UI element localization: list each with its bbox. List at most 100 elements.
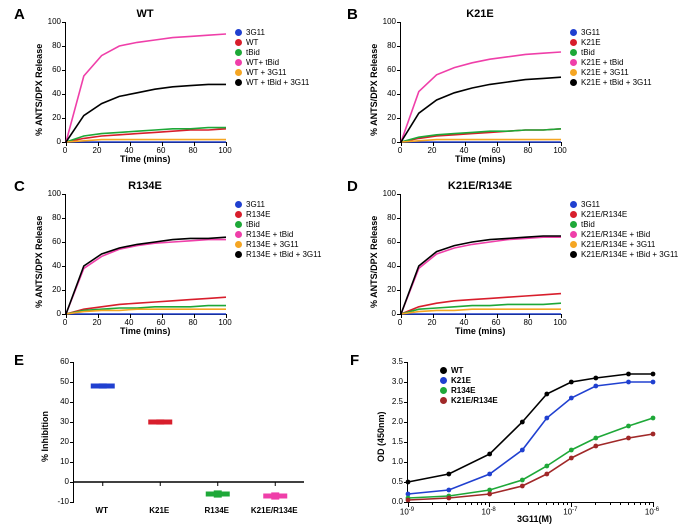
legend-item: K21E bbox=[570, 38, 652, 47]
panel-A-axes bbox=[65, 22, 226, 143]
legend-marker bbox=[570, 211, 577, 218]
legend-item: 3G11 bbox=[235, 200, 321, 209]
legend-label: 3G11 bbox=[581, 200, 600, 209]
legend-item: K21E + 3G11 bbox=[570, 68, 652, 77]
panel-F-xlabel: 3G11(M) bbox=[517, 514, 552, 524]
legend-label: K21E/R134E bbox=[581, 210, 627, 219]
legend-item: R134E bbox=[440, 386, 498, 395]
point bbox=[593, 436, 598, 441]
legend-label: WT bbox=[451, 366, 463, 375]
legend-item: K21E/R134E bbox=[440, 396, 498, 405]
panel-D-xlabel: Time (mins) bbox=[455, 326, 505, 336]
category-label: R134E bbox=[189, 506, 245, 515]
legend-marker bbox=[570, 231, 577, 238]
legend-marker bbox=[235, 29, 242, 36]
legend-label: tBid bbox=[246, 48, 260, 57]
legend-label: K21E + 3G11 bbox=[581, 68, 629, 77]
legend-label: R134E bbox=[246, 210, 270, 219]
series-k21e-r134e-tbid-3g11 bbox=[401, 236, 561, 314]
point bbox=[569, 380, 574, 385]
legend-marker bbox=[235, 241, 242, 248]
legend-item: 3G11 bbox=[235, 28, 309, 37]
legend-marker bbox=[570, 59, 577, 66]
legend-marker bbox=[235, 49, 242, 56]
legend-item: R134E bbox=[235, 210, 321, 219]
series-k21e-tbid bbox=[401, 52, 561, 142]
panel-B-xlabel: Time (mins) bbox=[455, 154, 505, 164]
legend-marker bbox=[570, 69, 577, 76]
datapoint-k21e/r134e bbox=[263, 494, 287, 499]
legend-label: WT+ tBid bbox=[246, 58, 279, 67]
category-label: K21E/R134E bbox=[246, 506, 302, 515]
legend-label: K21E bbox=[451, 376, 471, 385]
series-k21e-r134e-tbid bbox=[401, 237, 561, 314]
panel-A-legend: 3G11WTtBidWT+ tBidWT + 3G11WT + tBid + 3… bbox=[235, 28, 309, 88]
legend-marker bbox=[235, 59, 242, 66]
panel-C-svg bbox=[66, 194, 226, 314]
panel-D-legend: 3G11K21E/R134EtBidK21E/R134E + tBid K21E/… bbox=[570, 200, 678, 260]
legend-item: K21E/R134E + tBid bbox=[570, 230, 678, 239]
legend-marker bbox=[235, 231, 242, 238]
legend-marker bbox=[570, 49, 577, 56]
panel-A-title: WT bbox=[65, 8, 225, 20]
panel-D-svg bbox=[401, 194, 561, 314]
point bbox=[626, 372, 631, 377]
point bbox=[651, 372, 656, 377]
legend-item: tBid bbox=[570, 220, 678, 229]
legend-item: 3G11 bbox=[570, 200, 678, 209]
panel-C-title: R134E bbox=[65, 180, 225, 192]
legend-item: K21E/R134E bbox=[570, 210, 678, 219]
legend-label: R134E + tBid bbox=[246, 230, 293, 239]
legend-item: tBid bbox=[235, 220, 321, 229]
panel-E-label: E bbox=[14, 352, 24, 369]
legend-marker bbox=[570, 221, 577, 228]
point bbox=[593, 376, 598, 381]
legend-label: WT + 3G11 bbox=[246, 68, 286, 77]
legend-item: K21E/R134E + tBid + 3G11 bbox=[570, 250, 678, 259]
legend-item: tBid bbox=[570, 48, 652, 57]
point bbox=[651, 380, 656, 385]
panel-C-label: C bbox=[14, 178, 25, 195]
legend-item: R134E + tBid bbox=[235, 230, 321, 239]
point bbox=[569, 456, 574, 461]
legend-marker bbox=[570, 79, 577, 86]
panel-B-legend: 3G11K21EtBidK21E + tBidK21E + 3G11K21E +… bbox=[570, 28, 652, 88]
legend-item: R134E + tBid + 3G11 bbox=[235, 250, 321, 259]
panel-A-xlabel: Time (mins) bbox=[120, 154, 170, 164]
category-label: WT bbox=[74, 506, 130, 515]
fit-r134e bbox=[408, 418, 653, 498]
legend-marker bbox=[235, 251, 242, 258]
legend-item: WT+ tBid bbox=[235, 58, 309, 67]
panel-A: A WT % ANTS/DPX Release Time (mins) 3G11… bbox=[10, 6, 340, 166]
legend-label: K21E/R134E + tBid + 3G11 bbox=[581, 250, 678, 259]
legend-item: K21E + tBid bbox=[570, 58, 652, 67]
panel-D-title: K21E/R134E bbox=[400, 180, 560, 192]
point bbox=[544, 416, 549, 421]
legend-label: K21E + tBid + 3G11 bbox=[581, 78, 652, 87]
point bbox=[487, 492, 492, 497]
panel-B-title: K21E bbox=[400, 8, 560, 20]
legend-label: K21E bbox=[581, 38, 601, 47]
legend-marker bbox=[235, 221, 242, 228]
legend-label: R134E + 3G11 bbox=[246, 240, 299, 249]
point bbox=[593, 384, 598, 389]
legend-marker bbox=[440, 367, 447, 374]
legend-label: tBid bbox=[246, 220, 260, 229]
legend-marker bbox=[570, 29, 577, 36]
legend-marker bbox=[235, 211, 242, 218]
panel-C-xlabel: Time (mins) bbox=[120, 326, 170, 336]
legend-label: K21E/R134E bbox=[451, 396, 498, 405]
panel-B-label: B bbox=[347, 6, 358, 23]
panel-A-svg bbox=[66, 22, 226, 142]
panel-C-legend: 3G11R134EtBidR134E + tBidR134E + 3G11R13… bbox=[235, 200, 321, 260]
legend-item: K21E + tBid + 3G11 bbox=[570, 78, 652, 87]
legend-marker bbox=[570, 251, 577, 258]
point bbox=[520, 448, 525, 453]
legend-marker bbox=[570, 201, 577, 208]
point bbox=[569, 448, 574, 453]
point bbox=[520, 478, 525, 483]
legend-marker bbox=[570, 241, 577, 248]
legend-label: R134E bbox=[451, 386, 475, 395]
legend-label: K21E/R134E + tBid bbox=[581, 230, 650, 239]
point bbox=[446, 496, 451, 501]
